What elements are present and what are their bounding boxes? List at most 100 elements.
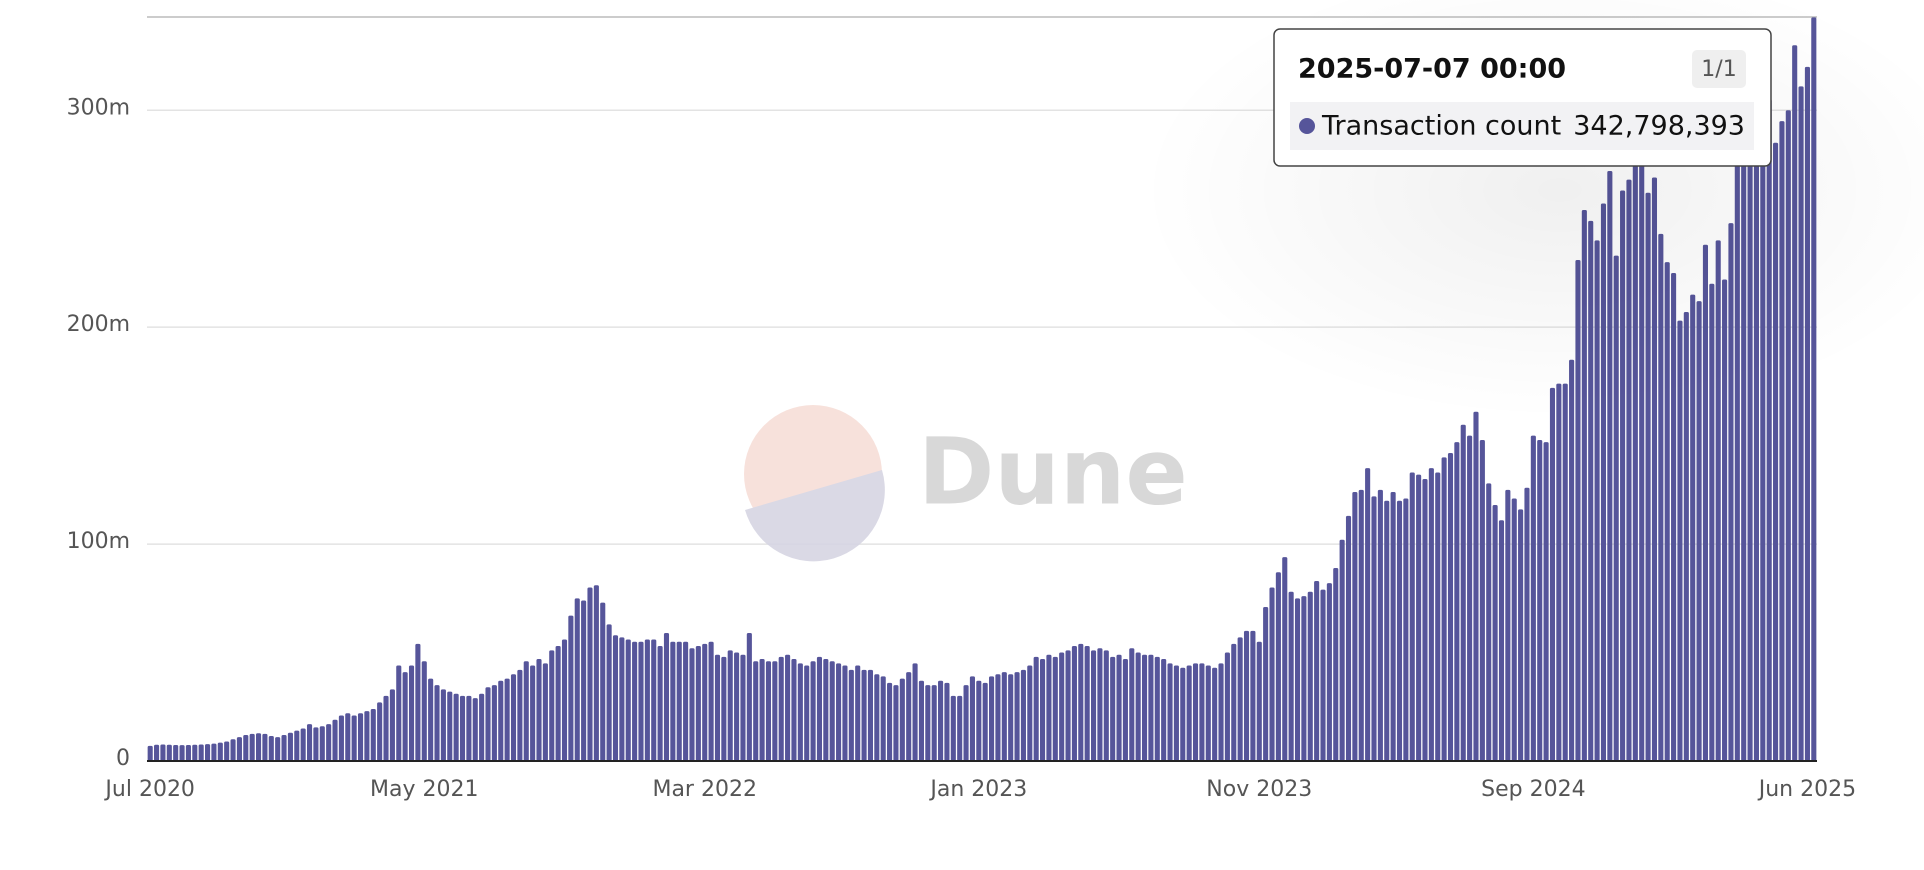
bar [1365,468,1371,761]
bar [1690,294,1696,761]
bar [459,695,466,761]
bar [836,663,842,761]
bar [816,656,823,761]
bar [727,650,733,761]
x-tick-label: Jan 2023 [928,777,1027,802]
bar [1014,672,1020,761]
bar [1492,505,1498,761]
bar [306,724,313,761]
tooltip-value: 342,798,393 [1573,111,1745,142]
bar [1320,589,1326,761]
bar [867,669,874,761]
x-tick-label: Sep 2024 [1481,777,1585,802]
bar [791,659,797,761]
bar [759,659,765,761]
bar [1256,641,1262,761]
bar [1307,591,1313,761]
bar [1059,652,1065,761]
bar [147,745,153,761]
bar [1167,663,1173,761]
bar [746,633,752,761]
bar [1301,596,1307,761]
bar [453,693,459,761]
bar [173,744,179,761]
bar [912,663,918,761]
bar [702,643,708,761]
bar [1683,311,1689,761]
bar [1345,515,1352,761]
bar [1473,411,1479,761]
bar [1428,468,1434,761]
bar [1078,643,1084,761]
bar [1460,424,1466,761]
bar [1243,630,1250,761]
bar [1486,483,1492,761]
bar [1218,663,1224,761]
bar [1396,500,1403,761]
bar [1212,667,1218,761]
bar [377,702,383,761]
bar [313,727,319,761]
bar [1205,665,1211,761]
bar [995,674,1001,761]
tooltip-series-name: Transaction count [1321,111,1561,142]
bar [1001,672,1007,761]
bar [262,733,268,761]
bar [1537,439,1543,761]
bar [714,654,721,761]
bar [281,734,287,761]
bar [676,641,682,761]
bar [1103,650,1109,761]
bar [1339,539,1345,761]
bar [236,737,242,761]
bar [402,672,408,761]
bar [275,737,281,761]
bar [160,744,166,761]
bar [364,711,370,761]
bar [823,659,829,761]
bar [434,685,440,761]
bar [326,724,332,761]
bar [249,733,255,761]
bar [1447,452,1454,761]
bar [466,695,472,761]
y-tick-label: 0 [116,746,130,771]
bar [1110,656,1116,761]
bar [1116,654,1122,761]
bar [415,643,421,761]
x-tick-label: Nov 2023 [1206,777,1312,802]
tooltip-row [1290,102,1754,150]
bar [880,676,886,761]
bar [1524,487,1530,761]
bar [587,587,593,761]
bar [721,656,727,761]
bar [396,665,402,761]
bar [504,678,510,761]
bar [753,661,759,761]
bar [1033,656,1039,761]
bar [389,689,395,761]
y-tick-label: 200m [67,312,130,337]
bar [1530,435,1536,761]
bar [670,641,676,761]
bar [1135,652,1141,761]
bar [969,676,975,761]
x-tick-label: May 2021 [370,777,478,802]
bar [593,585,599,761]
bar [383,695,389,761]
x-tick-label: Jun 2025 [1757,777,1856,802]
bar [797,663,803,761]
bar [351,715,357,761]
bar [1129,648,1135,761]
bar [1384,500,1390,761]
bar [1294,598,1301,761]
bar [1173,665,1179,761]
bar [1416,474,1422,761]
bar [638,641,644,761]
bar [1192,663,1199,761]
bar [294,730,300,761]
bar [1071,646,1077,761]
bar [1467,435,1473,761]
bar [1333,567,1339,761]
